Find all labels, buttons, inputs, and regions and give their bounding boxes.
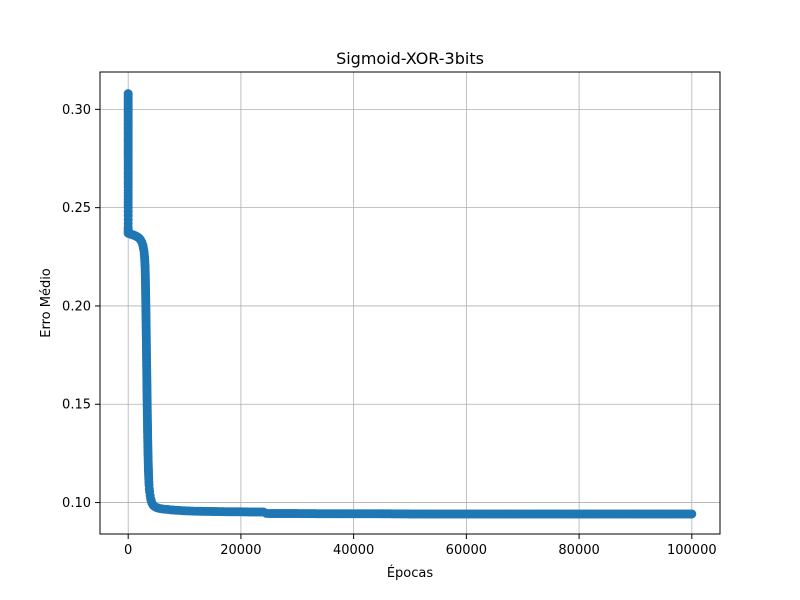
x-tick-label: 60000: [446, 543, 487, 558]
grid: [100, 72, 720, 534]
y-tick-label: 0.20: [62, 299, 91, 314]
y-tick-label: 0.30: [62, 103, 91, 118]
scatter-points: [123, 89, 697, 519]
y-axis-label: Erro Médio: [39, 268, 54, 338]
y-ticks: 0.10 0.15 0.20 0.25 0.30: [62, 103, 100, 511]
x-ticks: 0 20000 40000 60000 80000 100000: [124, 534, 717, 558]
y-tick-label: 0.25: [62, 201, 91, 216]
x-tick-label: 100000: [667, 543, 717, 558]
x-axis-label: Épocas: [387, 565, 434, 581]
x-tick-label: 40000: [333, 543, 374, 558]
data-point: [687, 509, 697, 519]
y-tick-label: 0.10: [62, 496, 91, 511]
x-tick-label: 20000: [220, 543, 261, 558]
x-tick-label: 80000: [558, 543, 599, 558]
x-tick-label: 0: [124, 543, 132, 558]
plot-frame: [99, 71, 721, 535]
y-tick-label: 0.15: [62, 398, 91, 413]
chart-title: Sigmoid-XOR-3bits: [336, 49, 484, 68]
